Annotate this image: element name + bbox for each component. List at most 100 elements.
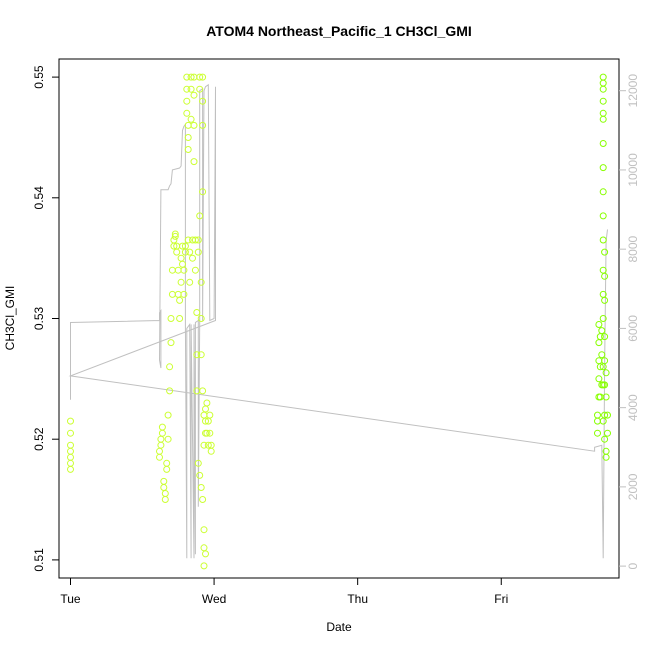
data-point bbox=[179, 242, 186, 250]
data-point bbox=[599, 115, 607, 123]
data-point bbox=[190, 121, 198, 129]
data-point bbox=[180, 290, 188, 298]
data-point bbox=[186, 248, 194, 256]
data-point bbox=[197, 484, 205, 491]
data-point bbox=[190, 91, 198, 99]
data-point bbox=[184, 134, 192, 141]
data-point bbox=[164, 435, 172, 443]
data-point bbox=[602, 369, 610, 377]
data-point bbox=[160, 477, 168, 485]
data-point bbox=[163, 459, 171, 467]
y-tick-label: 0.52 bbox=[32, 427, 46, 451]
data-point bbox=[184, 236, 192, 244]
data-point bbox=[181, 248, 189, 256]
data-point bbox=[161, 490, 169, 497]
data-point bbox=[599, 164, 607, 172]
data-point bbox=[196, 471, 204, 479]
data-point bbox=[599, 315, 607, 322]
data-point bbox=[171, 232, 179, 240]
data-point bbox=[197, 351, 205, 359]
data-point bbox=[595, 375, 603, 383]
data-point bbox=[200, 526, 208, 534]
data-point bbox=[200, 562, 208, 570]
data-point bbox=[199, 387, 207, 395]
data-point bbox=[204, 441, 212, 449]
y2-tick-label: 10000 bbox=[626, 153, 640, 187]
data-point bbox=[601, 357, 609, 365]
data-point bbox=[194, 459, 202, 467]
x-tick-label: Thu bbox=[347, 592, 368, 606]
data-point bbox=[194, 248, 202, 256]
data-point bbox=[197, 278, 205, 286]
data-point bbox=[599, 85, 607, 93]
data-point bbox=[187, 85, 195, 93]
data-point bbox=[176, 315, 184, 322]
data-point bbox=[599, 97, 607, 105]
data-point bbox=[598, 351, 606, 359]
data-point bbox=[199, 73, 207, 81]
x-tick-label: Fri bbox=[494, 592, 508, 606]
data-point bbox=[67, 417, 74, 425]
data-point bbox=[199, 188, 207, 196]
data-point bbox=[203, 399, 211, 407]
data-point bbox=[166, 363, 174, 371]
data-point bbox=[602, 393, 610, 401]
data-point bbox=[197, 315, 205, 322]
y-tick-label: 0.55 bbox=[32, 65, 46, 89]
data-point bbox=[604, 411, 611, 419]
y-tick-label: 0.53 bbox=[32, 306, 46, 330]
y2-tick-label: 6000 bbox=[626, 315, 640, 342]
data-point bbox=[203, 429, 211, 437]
data-point bbox=[196, 212, 204, 220]
data-point bbox=[599, 188, 607, 196]
data-point bbox=[199, 97, 207, 105]
data-point bbox=[164, 411, 172, 419]
data-point bbox=[171, 230, 179, 238]
data-point bbox=[602, 453, 610, 461]
data-point bbox=[183, 97, 191, 105]
axes: Tue Wed Thu Fri 0.51 0.52 0.53 0.54 0.55 0 2000 400… bbox=[32, 58, 640, 606]
data-point bbox=[202, 550, 209, 558]
y2-tick-label: 0 bbox=[626, 562, 640, 569]
data-point bbox=[166, 387, 174, 395]
data-point bbox=[193, 351, 201, 359]
data-point bbox=[191, 236, 199, 244]
data-point bbox=[594, 429, 601, 437]
data-point bbox=[67, 429, 74, 437]
y2-tick-label: 8000 bbox=[626, 235, 640, 262]
data-point bbox=[596, 363, 604, 371]
data-point bbox=[200, 441, 208, 449]
data-point bbox=[191, 266, 199, 274]
data-point bbox=[601, 435, 609, 443]
data-point bbox=[199, 496, 207, 503]
data-point bbox=[67, 441, 74, 449]
data-point bbox=[206, 411, 214, 419]
data-point bbox=[594, 411, 601, 419]
data-point bbox=[184, 146, 192, 153]
data-point bbox=[604, 429, 611, 437]
data-point bbox=[598, 327, 606, 335]
data-point bbox=[187, 73, 195, 81]
data-point bbox=[190, 158, 198, 166]
data-point bbox=[193, 309, 201, 316]
data-point bbox=[194, 236, 202, 244]
y2-tick-label: 4000 bbox=[626, 394, 640, 421]
x-tick-label: Wed bbox=[202, 592, 226, 606]
data-point bbox=[180, 266, 188, 274]
plot-area bbox=[67, 73, 611, 570]
chart-title: ATOM4 Northeast_Pacific_1 CH3Cl_GMI bbox=[206, 23, 472, 39]
data-point bbox=[601, 272, 609, 280]
data-point bbox=[183, 109, 191, 117]
data-point bbox=[167, 339, 175, 347]
data-point bbox=[601, 296, 609, 304]
data-point bbox=[599, 212, 607, 220]
data-point bbox=[207, 441, 215, 449]
x-tick-label: Tue bbox=[60, 592, 81, 606]
data-point bbox=[199, 121, 207, 129]
data-point bbox=[187, 115, 195, 123]
data-point bbox=[177, 278, 185, 286]
data-point bbox=[158, 423, 166, 431]
